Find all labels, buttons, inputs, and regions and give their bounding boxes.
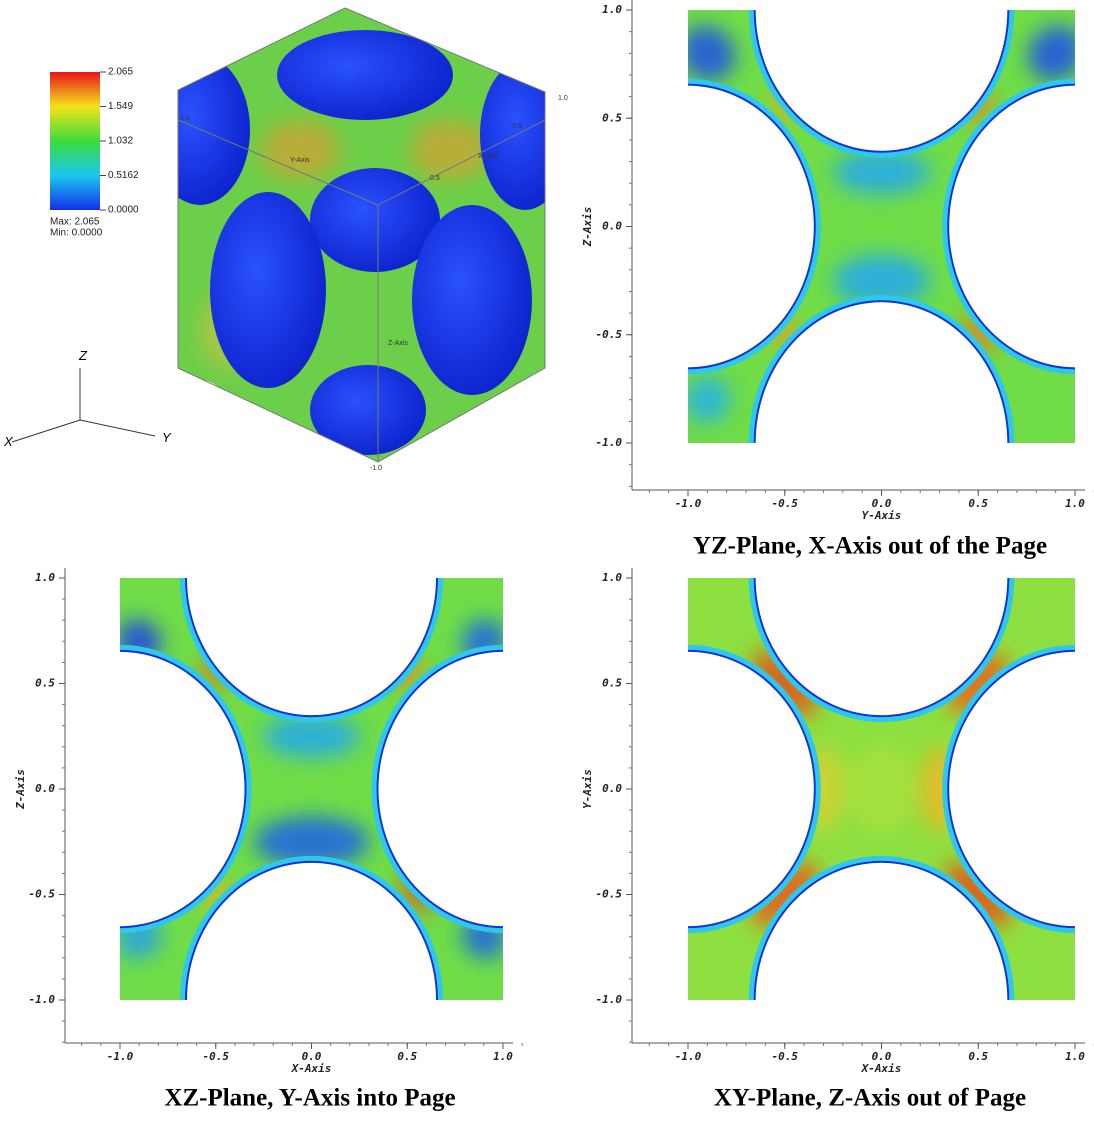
y-tick-label: 0.0 (602, 782, 622, 795)
x-tick-label: 0.5 (968, 1050, 988, 1063)
colorbar-label: 2.065 (108, 67, 133, 78)
cube-axis-label: Y-Axis (290, 157, 310, 164)
y-tick-label: 0.0 (35, 782, 55, 795)
y-tick-label: 1.0 (602, 3, 622, 16)
panel-caption: YZ-Plane, X-Axis out of the Page (693, 533, 1047, 560)
cube-axis-label: Z-Axis (388, 340, 408, 347)
cube-axis-label: X-Axis (478, 153, 499, 160)
panel-caption: XZ-Plane, Y-Axis into Page (164, 1085, 455, 1112)
triad-label: Y (162, 430, 172, 445)
y-axis-label: Z-Axis (581, 207, 594, 248)
x-tick-label: -1.0 (675, 1050, 702, 1063)
x-tick-label: -0.5 (203, 1050, 230, 1063)
x-tick-label: -1.0 (675, 497, 702, 510)
cube-tick-label: -1.0 (370, 465, 382, 472)
x-tick-label: 0.5 (397, 1050, 417, 1063)
x-tick-label: -1.0 (107, 1050, 134, 1063)
y-tick-label: -1.0 (596, 436, 623, 449)
cube-tick-label: 0.5 (430, 175, 440, 182)
field-blob (920, 747, 959, 831)
y-tick-label: -1.0 (596, 993, 623, 1006)
colorbar-label: 0.0000 (108, 205, 139, 216)
colorbar-label: 1.549 (108, 101, 133, 112)
slice-field (0, 437, 631, 1132)
colorbar-label: 1.032 (108, 136, 133, 147)
page: 2.065 1.549 1.032 0.5162 0.0000 Max: 2.065Min… (0, 0, 1094, 1132)
y-tick-label: -1.0 (29, 993, 56, 1006)
field-base (688, 10, 1075, 443)
y-tick-label: -0.5 (596, 328, 623, 341)
colorbar (50, 72, 100, 210)
field-blob (804, 747, 843, 831)
x-axis-label: X-Axis (291, 1062, 332, 1075)
y-axis-label: Z-Axis (14, 769, 27, 810)
x-axis-label: X-Axis (861, 1062, 902, 1075)
x-tick-label: -0.5 (772, 1050, 799, 1063)
slice-field (558, 0, 1094, 588)
y-tick-label: -0.5 (29, 888, 56, 901)
x-tick-label: 1.0 (493, 1050, 513, 1063)
y-tick-label: 1.0 (35, 571, 55, 584)
x-axis-label: Y-Axis (862, 509, 902, 522)
axes-triad (12, 368, 155, 442)
triad-label: Z (78, 348, 88, 363)
colorbar-max: Max: 2.065 (50, 217, 100, 228)
cube-render (150, 8, 580, 500)
triad-label: X (3, 434, 14, 449)
x-tick-label: 1.0 (1065, 497, 1085, 510)
cube-tick-label: -0.5 (510, 123, 522, 130)
x-tick-label: 1.0 (1065, 1050, 1085, 1063)
slice-panels: -1.0 -0.5 0.0 0.5 1.0 1.0 0.5 0.0 -0.5 -1.0 Y-Axis… (0, 0, 1094, 1132)
y-tick-label: 0.5 (602, 677, 622, 690)
field-base (120, 578, 503, 1000)
colorbar-min: Min: 0.0000 (50, 228, 103, 239)
cube-tick-label: 1.0 (180, 115, 190, 122)
y-tick-label: 0.0 (602, 220, 622, 233)
y-tick-label: 0.5 (35, 677, 55, 690)
field-blob (843, 747, 920, 831)
colorbar-label: 0.5162 (108, 170, 139, 181)
panel: -1.0 -0.5 0.0 0.5 1.0 1.0 0.5 0.0 -0.5 -1.0 X-Axis… (0, 437, 631, 1132)
figure: 2.065 1.549 1.032 0.5162 0.0000 Max: 2.065Min… (0, 0, 1094, 1132)
cube-tick-label: 1.0 (558, 95, 568, 102)
y-tick-label: 1.0 (602, 571, 622, 584)
y-tick-label: -0.5 (596, 888, 623, 901)
y-axis-label: Y-Axis (581, 769, 594, 809)
y-tick-label: 0.5 (602, 111, 622, 124)
panel-caption: XY-Plane, Z-Axis out of Page (714, 1085, 1026, 1112)
